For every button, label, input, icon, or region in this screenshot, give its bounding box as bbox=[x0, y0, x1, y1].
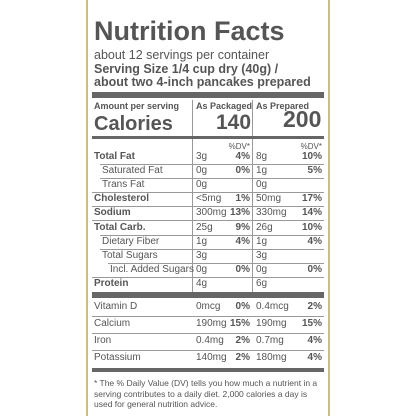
packaged-amount: 0mcg bbox=[196, 301, 221, 312]
prepared-dv: 10% bbox=[301, 151, 322, 162]
packaged-dv: 2% bbox=[235, 335, 250, 346]
packaged-dv: 1% bbox=[235, 193, 250, 205]
row-rule bbox=[100, 248, 324, 250]
prepared-dv: 17% bbox=[301, 193, 322, 205]
dv-head: %DV* bbox=[228, 142, 250, 151]
prepared-amount: 26g bbox=[256, 221, 273, 233]
row-rule bbox=[92, 206, 324, 208]
prepared-amount: 0.7mg bbox=[256, 335, 284, 346]
footnote: * The % Daily Value (DV) tells you how m… bbox=[94, 378, 318, 410]
prepared-amount: 50mg bbox=[256, 193, 282, 205]
row-rule bbox=[92, 276, 324, 278]
nutrient-name: Calcium bbox=[94, 318, 131, 329]
prepared-dv: 4% bbox=[307, 335, 322, 346]
row-rule bbox=[92, 220, 324, 222]
prepared-dv: 10% bbox=[301, 221, 322, 233]
row-rule bbox=[100, 234, 324, 236]
packaged-amount: 1g bbox=[196, 235, 208, 247]
prepared-amount: 0.4mcg bbox=[256, 301, 289, 312]
dv-head: %DV* bbox=[300, 142, 322, 151]
title: Nutrition Facts bbox=[94, 16, 285, 46]
nutrient-name: Incl. Added Sugars bbox=[110, 263, 194, 275]
prepared-amount: 330mg bbox=[256, 207, 287, 219]
packaged-amount: <5mg bbox=[196, 193, 222, 205]
prepared-dv: 5% bbox=[307, 165, 322, 177]
nutrient-name: Total Fat bbox=[94, 151, 135, 162]
packaged-dv: 4% bbox=[235, 235, 250, 247]
rule bbox=[92, 368, 324, 372]
column-head: As Prepared bbox=[256, 101, 310, 111]
packaged-amount: 190mg bbox=[196, 318, 227, 329]
prepared-amount: 0g bbox=[256, 179, 268, 191]
prepared-amount: 3g bbox=[256, 249, 268, 261]
nutrient-name: Vitamin D bbox=[94, 301, 138, 312]
nutrition-label: Nutrition Facts about 12 servings per co… bbox=[86, 0, 330, 416]
packaged-dv: 2% bbox=[235, 352, 250, 363]
row-rule bbox=[108, 262, 324, 264]
prepared-amount: 0g bbox=[256, 263, 268, 275]
packaged-amount: 3g bbox=[196, 249, 208, 261]
packaged-amount: 3g bbox=[196, 151, 208, 162]
prepared-amount: 190mg bbox=[256, 318, 287, 329]
rule bbox=[92, 136, 324, 139]
packaged-amount: 25g bbox=[196, 221, 213, 233]
amount-per-serving: Amount per serving bbox=[94, 101, 180, 111]
nutrient-name: Trans Fat bbox=[102, 179, 145, 191]
row-rule bbox=[92, 192, 324, 194]
packaged-amount: 0g bbox=[196, 263, 208, 275]
row-rule bbox=[92, 333, 324, 334]
divider bbox=[192, 100, 193, 294]
packaged-amount: 140mg bbox=[196, 352, 227, 363]
prepared-amount: 8g bbox=[256, 151, 268, 162]
nutrient-name: Potassium bbox=[94, 352, 141, 363]
packaged-dv: 4% bbox=[235, 151, 250, 162]
packaged-amount: 0g bbox=[196, 179, 208, 191]
prepared-dv: 4% bbox=[307, 235, 322, 247]
divider bbox=[252, 100, 253, 294]
prepared-amount: 1g bbox=[256, 165, 268, 177]
packaged-amount: 0.4mg bbox=[196, 335, 224, 346]
prepared-dv: 0% bbox=[307, 263, 322, 275]
prepared-dv: 2% bbox=[307, 301, 322, 312]
nutrient-name: Total Sugars bbox=[102, 249, 158, 261]
packaged-dv: 0% bbox=[235, 165, 250, 177]
calories-value: 140 bbox=[216, 111, 252, 134]
packaged-amount: 4g bbox=[196, 277, 208, 289]
calories-label: Calories bbox=[94, 113, 173, 135]
packaged-dv: 13% bbox=[229, 207, 250, 219]
prepared-dv: 15% bbox=[301, 318, 322, 329]
row-rule bbox=[92, 350, 324, 351]
rule bbox=[92, 92, 324, 98]
nutrient-name: Cholesterol bbox=[94, 193, 150, 205]
prepared-dv: 4% bbox=[307, 352, 322, 363]
nutrient-name: Saturated Fat bbox=[102, 165, 163, 177]
packaged-dv: 0% bbox=[235, 301, 250, 312]
packaged-dv: 0% bbox=[235, 263, 250, 275]
row-rule bbox=[92, 316, 324, 317]
prepared-amount: 1g bbox=[256, 235, 268, 247]
row-rule bbox=[100, 164, 324, 165]
nutrient-name: Total Carb. bbox=[94, 221, 146, 233]
nutrient-name: Dietary Fiber bbox=[102, 235, 160, 247]
serving-size: Serving Size 1/4 cup dry (40g) / bbox=[94, 62, 279, 76]
nutrient-name: Sodium bbox=[94, 207, 131, 219]
packaged-amount: 300mg bbox=[196, 207, 227, 219]
row-rule bbox=[100, 178, 324, 180]
prepared-dv: 14% bbox=[301, 207, 322, 219]
packaged-dv: 9% bbox=[235, 221, 250, 233]
column-head: As Packaged bbox=[196, 101, 253, 111]
serving-size: about two 4-inch pancakes prepared bbox=[94, 75, 311, 89]
servings: about 12 servings per container bbox=[94, 48, 270, 62]
nutrient-name: Iron bbox=[94, 335, 112, 346]
packaged-amount: 0g bbox=[196, 165, 208, 177]
prepared-amount: 180mg bbox=[256, 352, 287, 363]
packaged-dv: 15% bbox=[229, 318, 250, 329]
rule bbox=[92, 292, 324, 298]
prepared-amount: 6g bbox=[256, 277, 268, 289]
calories-value: 200 bbox=[283, 106, 322, 132]
nutrient-name: Protein bbox=[94, 277, 129, 289]
